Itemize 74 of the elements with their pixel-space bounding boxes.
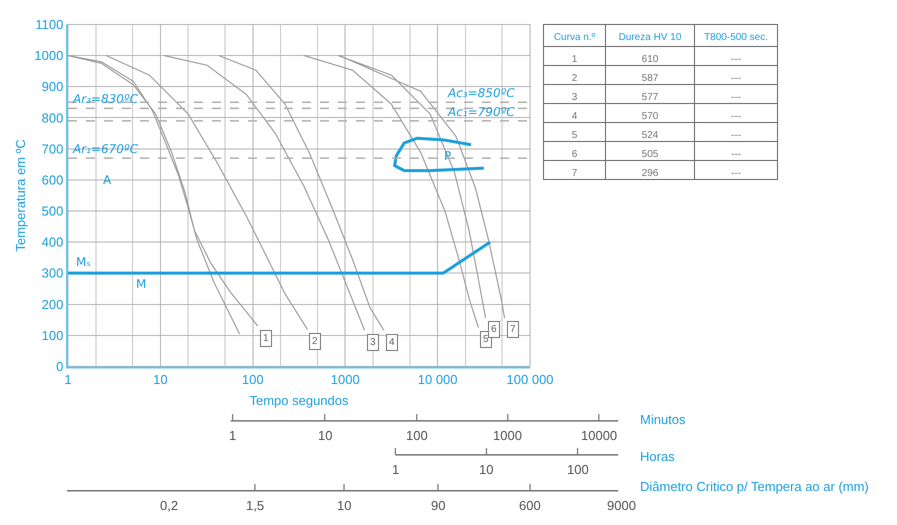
- x-tick-label: Dureza HV 10: [618, 32, 682, 43]
- y-tick-label: 300: [42, 266, 64, 281]
- text: 600: [519, 498, 541, 513]
- y-tick-label: 7: [572, 168, 578, 179]
- text: 10: [337, 498, 352, 513]
- data-label: 610: [642, 54, 659, 65]
- series-label: 3: [370, 337, 376, 348]
- annotation: Mₛ: [76, 255, 91, 269]
- text: Horas: [640, 449, 676, 464]
- y-tick-label: 900: [42, 79, 64, 94]
- ref-line-label: Ar₃=830ºC: [72, 92, 139, 106]
- y-tick-label: 1100: [35, 17, 64, 32]
- data-label: 577: [642, 92, 659, 103]
- annotation: M: [136, 277, 146, 291]
- text: 9000: [607, 498, 636, 513]
- text: 1: [229, 428, 236, 443]
- text: ---: [731, 72, 742, 84]
- text: ---: [731, 168, 742, 179]
- x-tick-label: T800-500 sec.: [704, 32, 768, 43]
- text: 10000: [581, 428, 618, 443]
- y-tick-label: 400: [42, 234, 64, 250]
- series-label: 7: [510, 324, 516, 335]
- series-label: 5: [483, 334, 489, 345]
- y-axis-title: Curva n.º: [554, 32, 596, 43]
- y-tick-label: 1: [572, 54, 578, 65]
- text: 10: [479, 462, 494, 477]
- data-label: 524: [642, 130, 659, 141]
- y-tick-label: 3: [572, 92, 578, 103]
- ref-line-label: Ac₁=790ºC: [447, 105, 516, 119]
- x-tick-label: 1000: [330, 372, 360, 388]
- text: ---: [731, 110, 742, 122]
- text: Diâmetro Critico p/ Tempera ao ar (mm): [640, 479, 869, 494]
- x-tick-label: 10 000: [418, 372, 458, 388]
- annotation: P: [444, 149, 452, 163]
- y-tick-label: 2: [572, 72, 578, 84]
- series-label: 6: [491, 324, 497, 335]
- text: 1: [392, 462, 400, 477]
- series-label: 2: [312, 336, 318, 347]
- y-tick-label: 100: [42, 328, 64, 343]
- text: 0,2: [160, 498, 178, 513]
- x-tick-label: 10: [153, 372, 168, 388]
- y-tick-label: 700: [42, 141, 64, 156]
- data-label: 505: [642, 148, 659, 160]
- ref-line-label: Ac₃=850ºC: [447, 86, 516, 100]
- y-tick-label: 200: [42, 296, 64, 312]
- text: ---: [731, 54, 742, 65]
- annotation: A: [103, 173, 112, 187]
- y-tick-label: 1000: [34, 48, 64, 64]
- y-tick-label: 500: [42, 204, 64, 219]
- series-label: 1: [263, 333, 269, 344]
- text: 1000: [493, 428, 522, 443]
- text: 1,5: [246, 498, 264, 513]
- y-axis-title: Temperatura em ºC: [12, 139, 28, 252]
- y-tick-label: 600: [42, 172, 64, 188]
- y-tick-label: 800: [42, 110, 64, 126]
- text: ---: [731, 148, 742, 160]
- x-axis-title: Tempo segundos: [249, 393, 349, 408]
- y-tick-label: 5: [572, 130, 578, 141]
- text: 100: [406, 428, 428, 443]
- text: 10: [318, 428, 332, 443]
- text: Minutos: [640, 412, 686, 427]
- data-label: 296: [642, 168, 659, 179]
- data-label: 570: [642, 110, 659, 122]
- x-tick-label: 100: [242, 372, 264, 388]
- y-tick-label: 4: [572, 110, 578, 122]
- text: ---: [731, 92, 742, 103]
- text: 90: [431, 498, 446, 513]
- y-tick-label: 0: [56, 358, 64, 374]
- data-label: 587: [642, 72, 659, 84]
- series-label: 4: [389, 337, 395, 348]
- x-tick-label: 100 000: [506, 372, 554, 388]
- y-tick-label: 6: [572, 148, 578, 160]
- ref-line-label: Ar₁=670ºC: [72, 142, 139, 156]
- text: ---: [731, 130, 742, 141]
